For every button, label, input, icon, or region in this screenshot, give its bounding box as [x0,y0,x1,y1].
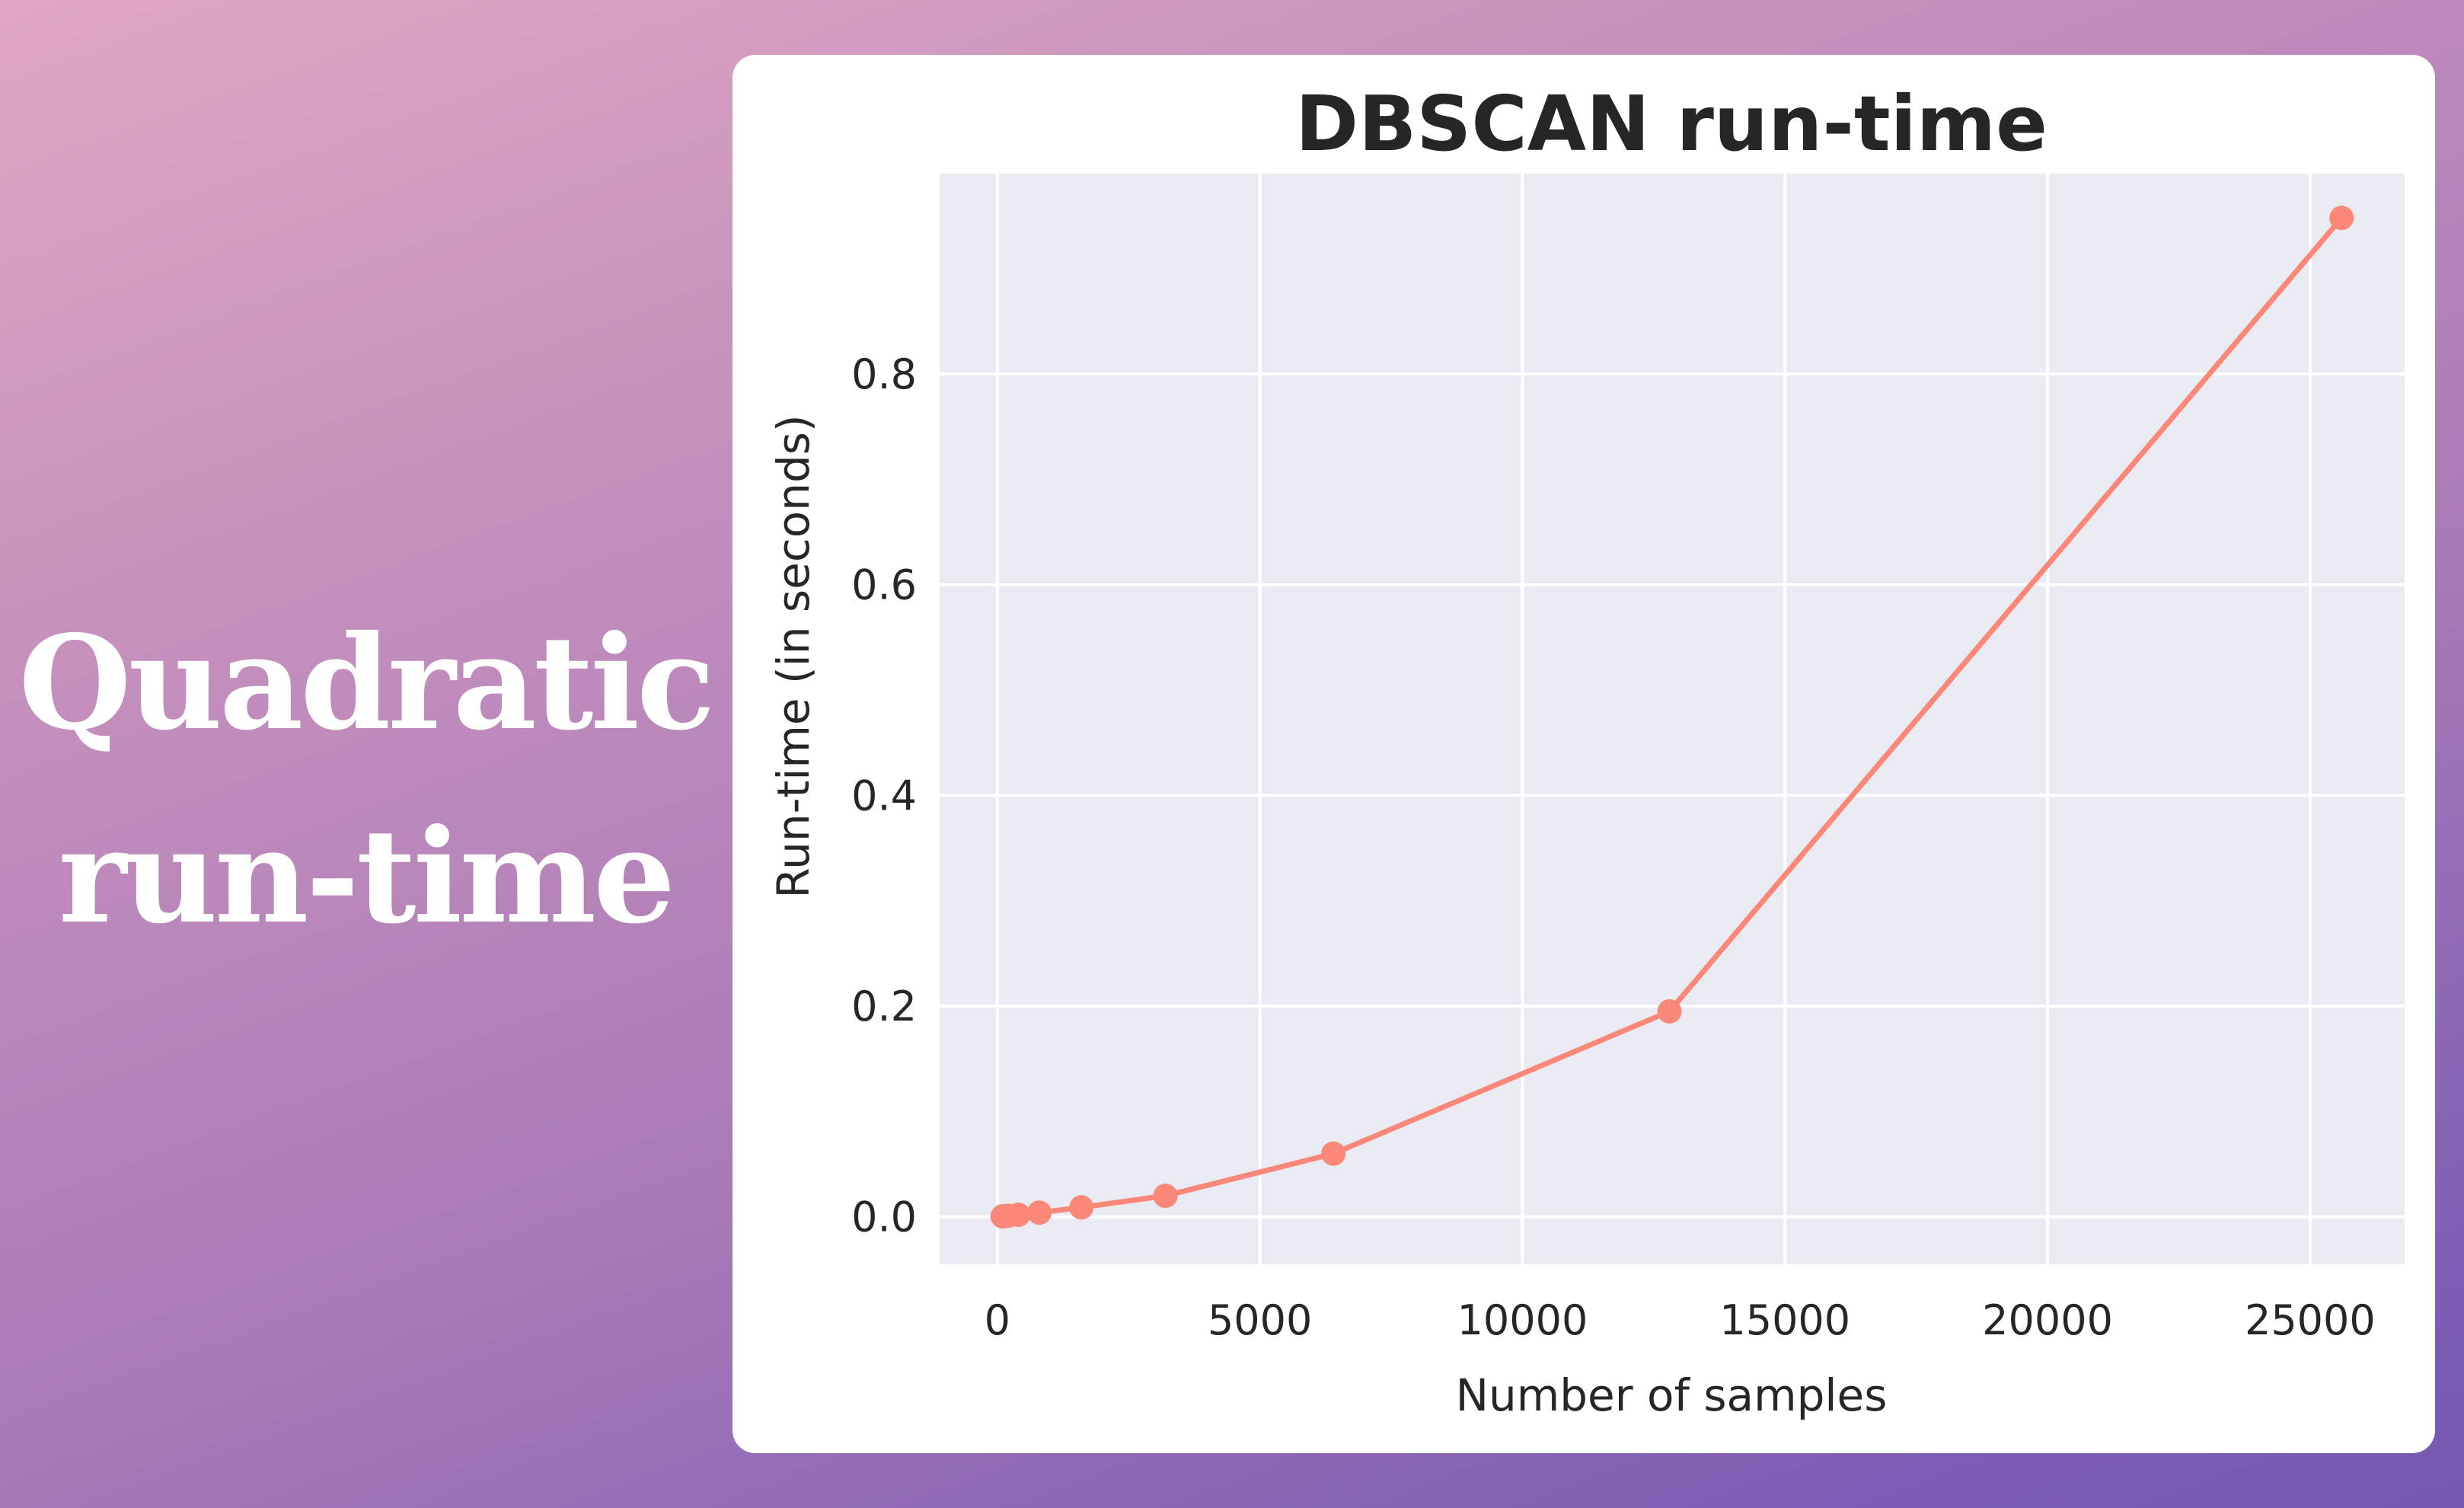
headline-line-2: run-time [58,800,675,953]
chart-card: DBSCAN run-time 0 5000 10000 15000 20000 2500… [732,55,2435,1453]
y-tick-label: 0.4 [851,772,917,819]
grid-lines [940,174,2405,1264]
data-series [990,206,2354,1229]
y-axis-ticks: 0.0 0.2 0.4 0.6 0.8 [851,350,917,1241]
headline: Quadratic run-time [0,586,731,973]
x-tick-label: 5000 [1208,1296,1312,1344]
x-tick-label: 25000 [2245,1296,2376,1344]
x-tick-label: 20000 [1982,1296,2113,1344]
chart-title: DBSCAN run-time [1295,79,2047,168]
data-point-marker [1006,1202,1031,1227]
plot-area [940,174,2405,1264]
data-point-marker [2329,206,2354,231]
data-point-marker [1657,998,1682,1024]
data-point-marker [1027,1200,1052,1225]
y-tick-label: 0.6 [851,561,917,609]
x-axis-label: Number of samples [1456,1369,1888,1421]
line-chart: DBSCAN run-time 0 5000 10000 15000 20000 2500… [768,79,2405,1421]
x-tick-label: 0 [985,1296,1010,1344]
y-tick-label: 0.2 [851,982,917,1030]
data-point-marker [1321,1141,1346,1166]
headline-line-1: Quadratic [18,607,715,759]
x-axis-ticks: 0 5000 10000 15000 20000 25000 [985,1296,2376,1344]
data-point-marker [1153,1184,1178,1209]
data-point-marker [1069,1195,1094,1220]
y-axis-label: Run-time (in seconds) [768,414,819,898]
y-tick-label: 0.8 [851,350,917,398]
y-tick-label: 0.0 [851,1193,917,1241]
x-tick-label: 15000 [1719,1296,1850,1344]
x-tick-label: 10000 [1457,1296,1588,1344]
